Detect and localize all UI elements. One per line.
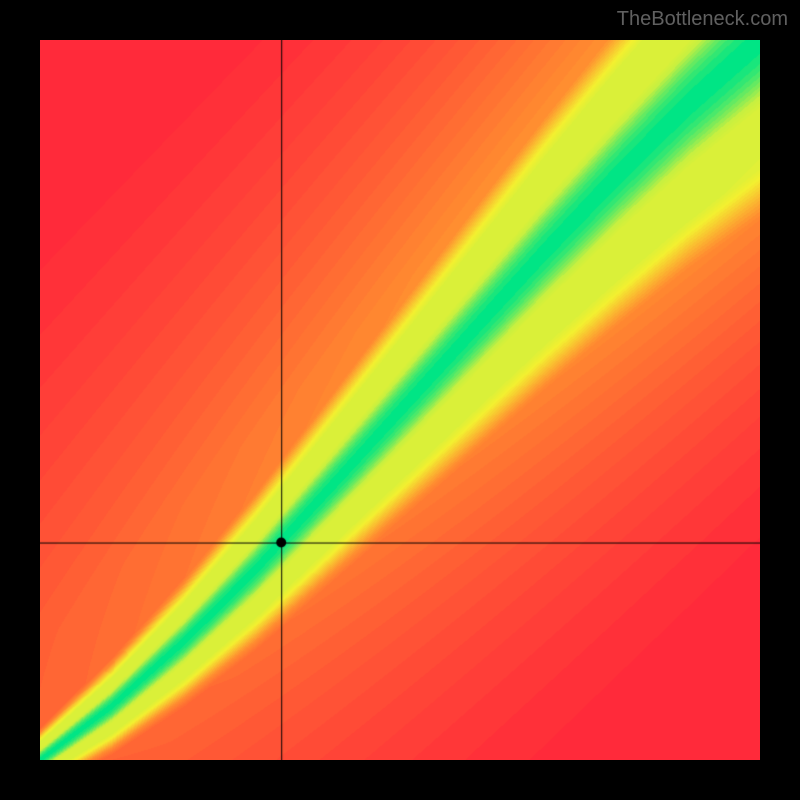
heatmap-canvas <box>40 40 760 760</box>
watermark-text: TheBottleneck.com <box>617 8 788 31</box>
heatmap-plot <box>40 40 760 760</box>
